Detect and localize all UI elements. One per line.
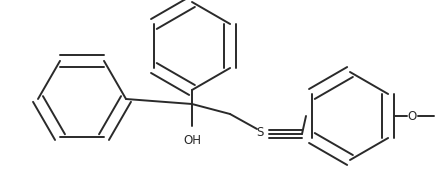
Text: O: O: [407, 110, 417, 122]
Text: OH: OH: [183, 134, 201, 147]
Text: S: S: [256, 125, 264, 139]
